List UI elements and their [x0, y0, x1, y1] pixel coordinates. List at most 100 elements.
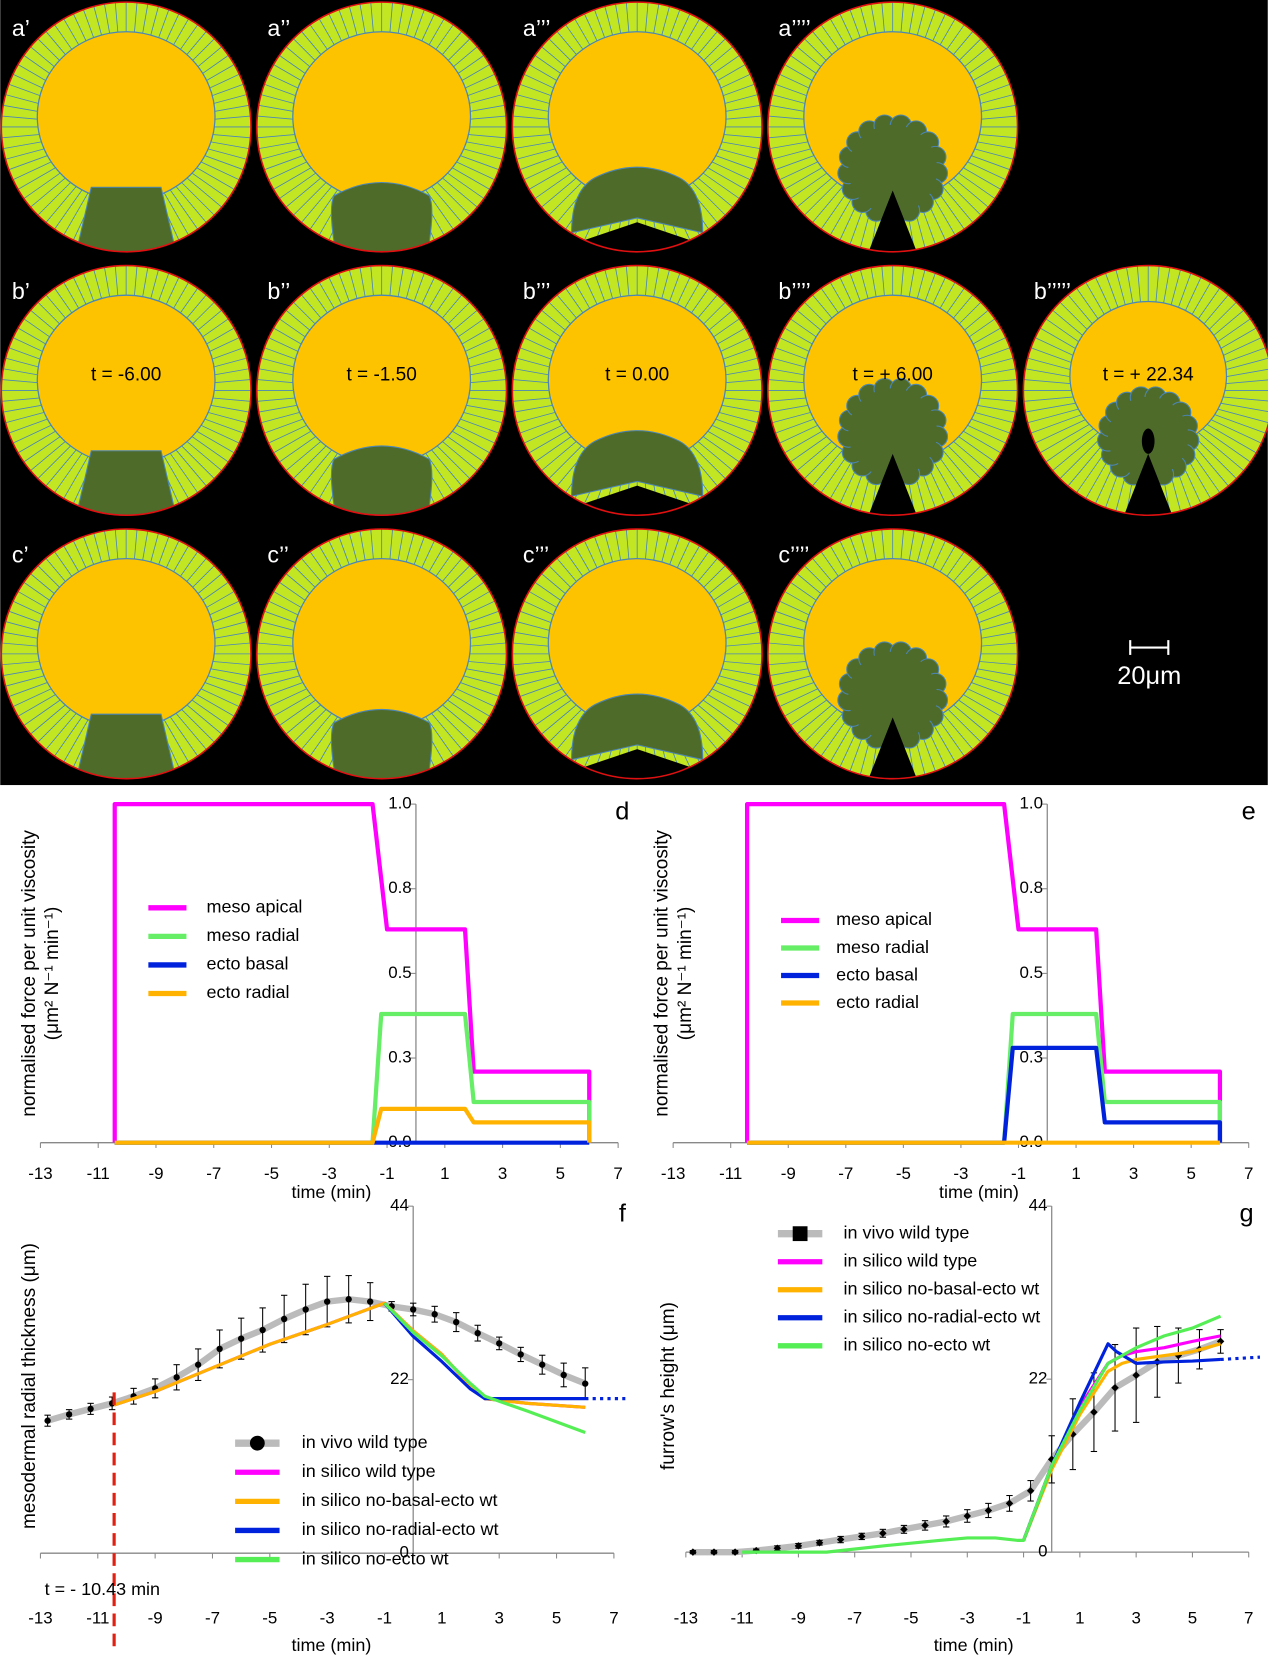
- series-line: [1024, 1344, 1221, 1541]
- x-tick-label: 5: [1188, 1608, 1197, 1627]
- x-tick-label: 5: [1186, 1164, 1195, 1183]
- y-axis-label: (μm² N⁻¹ min⁻¹): [42, 907, 63, 1041]
- legend-label: in silico wild type: [843, 1250, 977, 1270]
- x-axis-label: time (min): [291, 1182, 371, 1202]
- y-axis-label: mesodermal radial thickness (μm): [19, 1243, 40, 1529]
- data-point: [518, 1351, 524, 1357]
- legend-label: in vivo wild type: [843, 1222, 969, 1242]
- x-tick-label: -1: [380, 1164, 395, 1183]
- x-tick-label: -7: [205, 1608, 220, 1627]
- x-tick-label: -9: [148, 1608, 163, 1627]
- embryo: [512, 529, 762, 779]
- x-tick-label: -5: [264, 1164, 279, 1183]
- x-axis-label: time (min): [934, 1635, 1014, 1655]
- legend-label: in silico no-ecto wt: [843, 1335, 990, 1355]
- x-tick-label: -11: [731, 1608, 754, 1627]
- x-tick-label: 7: [609, 1608, 618, 1627]
- x-tick-label: 3: [498, 1164, 507, 1183]
- yolk: [293, 559, 471, 728]
- legend-label: in silico no-ecto wt: [302, 1548, 449, 1568]
- panel-label: a’’: [267, 15, 290, 41]
- y-tick-label: 0.5: [1020, 963, 1044, 982]
- data-point: [453, 1319, 459, 1325]
- x-tick-label: -11: [719, 1164, 742, 1183]
- x-tick-label: -9: [781, 1164, 796, 1183]
- series-line: [114, 1303, 585, 1407]
- mesoderm: [331, 183, 432, 252]
- x-axis-label: time (min): [939, 1182, 1019, 1202]
- data-point: [367, 1298, 373, 1304]
- legend-label: in vivo wild type: [302, 1432, 428, 1452]
- time-label: t = 0.00: [605, 365, 669, 386]
- time-label: t = -6.00: [91, 365, 161, 386]
- legend-label: meso apical: [836, 909, 932, 929]
- mesoderm: [79, 451, 174, 515]
- legend-label: meso radial: [836, 937, 929, 957]
- y-axis-label: (μm² N⁻¹ min⁻¹): [675, 907, 696, 1041]
- y-tick-label: 22: [390, 1369, 409, 1388]
- x-tick-label: -3: [960, 1608, 975, 1627]
- data-point: [302, 1306, 308, 1312]
- x-tick-label: 7: [613, 1164, 622, 1183]
- data-point: [259, 1327, 265, 1333]
- data-point: [410, 1306, 416, 1312]
- legend-label: meso apical: [207, 897, 303, 917]
- embryo: [1, 2, 251, 252]
- data-point: [216, 1346, 222, 1352]
- x-tick-label: 3: [1131, 1608, 1140, 1627]
- data-point: [582, 1380, 588, 1386]
- y-tick-label: 0.3: [1020, 1048, 1044, 1067]
- data-point: [87, 1406, 93, 1412]
- legend-label: ecto basal: [836, 964, 918, 984]
- embryo: [1, 266, 251, 516]
- time-label: t = + 22.34: [1103, 365, 1194, 386]
- yolk: [37, 32, 215, 201]
- series-line: [693, 1341, 1221, 1552]
- mesoderm: [79, 714, 174, 778]
- series-line: [385, 1303, 586, 1398]
- scale-bar-label: 20μm: [1117, 662, 1181, 690]
- x-tick-label: -13: [661, 1164, 685, 1183]
- y-tick-label: 0.8: [388, 878, 412, 897]
- data-point: [346, 1296, 352, 1302]
- embryo: [257, 529, 507, 779]
- x-tick-label: 7: [1244, 1608, 1253, 1627]
- y-tick-label: 0.8: [1020, 878, 1044, 897]
- x-axis-label: time (min): [291, 1635, 371, 1655]
- x-tick-label: -1: [1011, 1164, 1026, 1183]
- furrow-lumen: [1142, 429, 1155, 454]
- x-tick-label: -5: [896, 1164, 911, 1183]
- x-tick-label: -13: [28, 1608, 52, 1627]
- legend-marker: [250, 1436, 265, 1451]
- x-tick-label: -5: [262, 1608, 277, 1627]
- data-point: [195, 1362, 201, 1368]
- x-tick-label: -7: [838, 1164, 853, 1183]
- x-tick-label: -11: [86, 1608, 109, 1627]
- panel-label: b’’’: [523, 278, 551, 304]
- yolk: [293, 32, 471, 201]
- panel-letter: d: [615, 797, 629, 825]
- x-tick-label: 3: [495, 1608, 504, 1627]
- series-extension: [1221, 1357, 1260, 1359]
- data-point: [496, 1340, 502, 1346]
- mesoderm: [331, 709, 432, 778]
- embryo: [1, 529, 251, 779]
- series-line: [1024, 1344, 1221, 1541]
- y-axis-label: normalised force per unit viscosity: [19, 830, 40, 1117]
- x-tick-label: -13: [674, 1608, 698, 1627]
- x-tick-label: -3: [320, 1608, 335, 1627]
- time-label: t = + 6.00: [852, 365, 932, 386]
- x-tick-label: -1: [377, 1608, 392, 1627]
- x-tick-label: 3: [1129, 1164, 1138, 1183]
- x-tick-label: -9: [148, 1164, 163, 1183]
- data-point: [561, 1372, 567, 1378]
- y-tick-label: 0.5: [388, 963, 412, 982]
- panel-label: b’’’’’: [1034, 278, 1071, 304]
- y-axis-label: furrow's height (μm): [658, 1302, 679, 1470]
- panel-label: c’’’: [523, 542, 549, 568]
- y-tick-label: 44: [1029, 1196, 1048, 1215]
- yolk: [37, 559, 215, 728]
- y-tick-label: 22: [1029, 1369, 1048, 1388]
- legend-marker: [793, 1226, 808, 1241]
- legend-label: in silico no-basal-ecto wt: [302, 1490, 498, 1510]
